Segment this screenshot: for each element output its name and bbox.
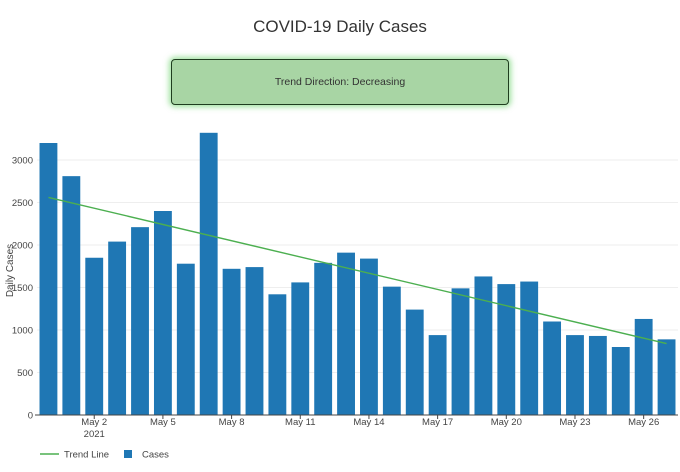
chart-title: COVID-19 Daily Cases <box>253 17 427 36</box>
bar <box>291 282 310 415</box>
x-tick-label: May 5 <box>150 417 176 428</box>
x-tick-label: May 20 <box>491 417 522 428</box>
bar <box>497 284 516 415</box>
bar <box>611 347 630 415</box>
bar <box>428 335 447 415</box>
y-tick-label: 500 <box>17 368 33 379</box>
bar <box>314 262 333 415</box>
trend-direction-box: Trend Direction: Decreasing <box>171 59 509 105</box>
bar <box>85 257 104 415</box>
bars <box>39 132 676 416</box>
bar <box>474 276 493 415</box>
bar <box>62 176 81 415</box>
bar <box>268 294 287 415</box>
y-tick-label: 2500 <box>12 198 33 209</box>
y-axis-title: Daily Cases <box>5 244 16 297</box>
x-tick-label: May 8 <box>219 417 245 428</box>
legend-cases-label: Cases <box>142 450 169 461</box>
legend-trend-label: Trend Line <box>64 450 109 461</box>
bar <box>566 335 584 415</box>
legend: Trend Line Cases <box>40 450 169 461</box>
bar <box>543 321 562 415</box>
x-tick-label: May 23 <box>559 417 590 428</box>
y-tick-label: 2000 <box>12 241 33 252</box>
x-tick-label: May 2 <box>81 417 107 428</box>
x-tick-label: May 11 <box>285 417 315 428</box>
bar <box>657 339 676 415</box>
bar <box>199 132 218 416</box>
y-tick-label: 3000 <box>12 156 33 167</box>
bar <box>634 318 653 415</box>
bar <box>405 309 424 415</box>
bar <box>176 263 195 415</box>
bar <box>588 335 607 415</box>
bar <box>131 227 149 415</box>
bar <box>222 268 241 415</box>
x-tick-sublabel: 2021 <box>84 429 105 440</box>
bar <box>39 143 58 415</box>
trend-direction-label: Trend Direction: Decreasing <box>274 76 406 88</box>
bar <box>245 267 264 415</box>
y-tick-label: 1500 <box>12 283 33 294</box>
bar <box>360 258 378 415</box>
y-tick-label: 1000 <box>12 326 33 337</box>
legend-cases-swatch <box>124 450 132 458</box>
bar <box>382 286 401 415</box>
y-tick-label: 0 <box>28 411 33 422</box>
x-tick-label: May 17 <box>422 417 453 428</box>
x-tick-label: May 26 <box>628 417 659 428</box>
trend-line <box>48 196 667 345</box>
bar <box>520 281 539 415</box>
bar <box>108 241 127 415</box>
x-tick-label: May 14 <box>353 417 384 428</box>
bar <box>451 288 470 415</box>
bar <box>153 211 172 415</box>
bar <box>337 252 355 415</box>
trend-line-group <box>48 196 667 345</box>
